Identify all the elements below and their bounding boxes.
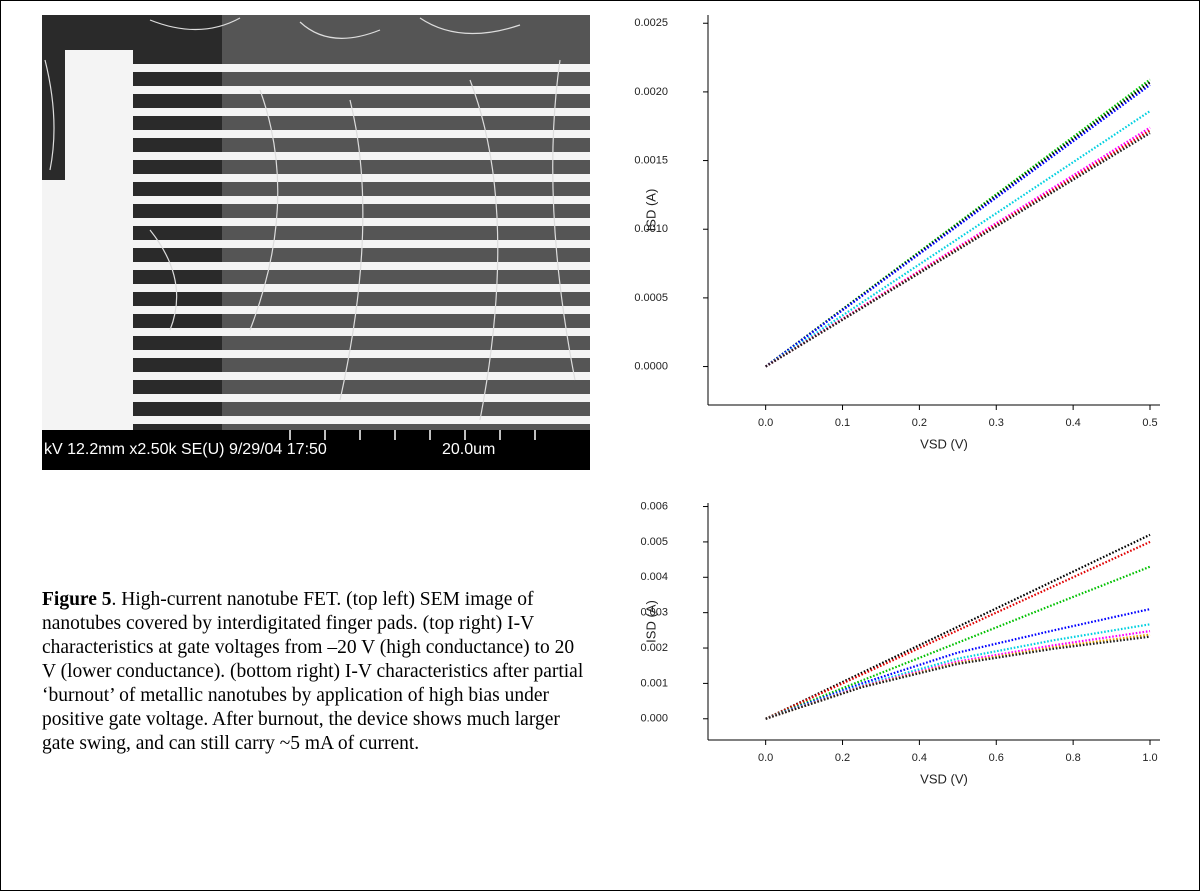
sem-info: kV 12.2mm x2.50k SE(U) 9/29/04 17:50 xyxy=(44,441,327,458)
series-line xyxy=(765,633,1151,720)
y-tick-label: 0.002 xyxy=(640,642,668,654)
y-tick-label: 0.005 xyxy=(640,536,668,548)
series-line xyxy=(765,129,1151,368)
x-tick-label: 0.4 xyxy=(1065,417,1080,429)
x-tick-label: 0.0 xyxy=(758,417,773,429)
series-line xyxy=(765,608,1151,720)
x-tick-label: 1.0 xyxy=(1142,752,1157,764)
x-tick-label: 0.4 xyxy=(912,752,927,764)
sem-scale: 20.0um xyxy=(442,441,495,458)
x-tick-label: 0.5 xyxy=(1142,417,1157,429)
caption-text: . High-current nanotube FET. (top left) … xyxy=(42,589,584,754)
series-line xyxy=(765,635,1151,720)
series-line xyxy=(765,132,1151,368)
y-tick-label: 0.0020 xyxy=(634,86,668,98)
caption: Figure 5. High-current nanotube FET. (to… xyxy=(42,588,590,756)
y-tick-label: 0.003 xyxy=(640,607,668,619)
series-line xyxy=(765,565,1151,720)
series-line xyxy=(765,84,1151,368)
x-tick-label: 0.6 xyxy=(989,752,1004,764)
y-tick-label: 0.006 xyxy=(640,500,668,512)
series-line xyxy=(765,126,1151,368)
series-line xyxy=(765,540,1151,720)
series-line xyxy=(765,533,1151,720)
y-tick-label: 0.0005 xyxy=(634,292,668,304)
y-axis-title: ISD (A) xyxy=(643,600,658,643)
x-tick-label: 0.2 xyxy=(912,417,927,429)
y-tick-label: 0.0025 xyxy=(634,17,668,29)
sem-image: kV 12.2mm x2.50k SE(U) 9/29/04 17:50 20.… xyxy=(42,15,590,470)
series-line xyxy=(765,630,1151,720)
y-tick-label: 0.001 xyxy=(640,677,668,689)
x-tick-label: 0.8 xyxy=(1065,752,1080,764)
x-tick-label: 0.2 xyxy=(835,752,850,764)
series-line xyxy=(765,110,1151,368)
x-axis-title: VSD (V) xyxy=(920,771,968,786)
y-tick-label: 0.000 xyxy=(640,713,668,725)
x-tick-label: 0.1 xyxy=(835,417,850,429)
y-tick-label: 0.0000 xyxy=(634,360,668,372)
y-tick-label: 0.0015 xyxy=(634,154,668,166)
x-tick-label: 0.0 xyxy=(758,752,773,764)
x-axis-title: VSD (V) xyxy=(920,436,968,451)
x-tick-label: 0.3 xyxy=(989,417,1004,429)
series-line xyxy=(765,623,1151,720)
caption-label: Figure 5 xyxy=(42,589,112,610)
y-tick-label: 0.004 xyxy=(640,571,668,583)
y-axis-title: ISD (A) xyxy=(643,189,658,232)
y-tick-label: 0.0010 xyxy=(634,223,668,235)
